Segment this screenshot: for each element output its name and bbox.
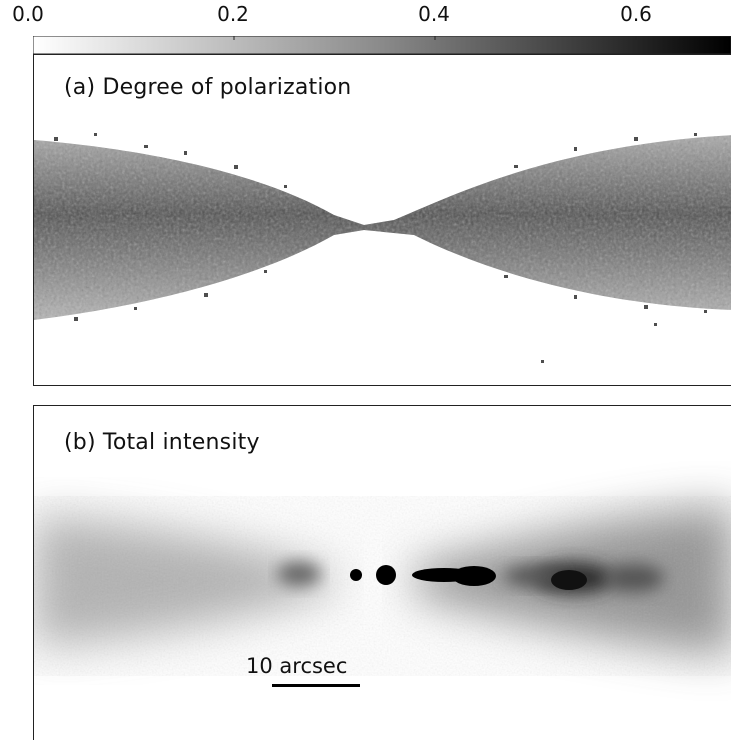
- scale-bar-label: 10 arcsec: [246, 654, 348, 678]
- panel-b-title: (b) Total intensity: [64, 430, 260, 455]
- intensity-panel: (b) Total intensity 10 arcsec: [33, 405, 731, 740]
- polarization-panel: (a) Degree of polarization: [33, 54, 731, 386]
- colorbar-tick-3: 0.6: [620, 2, 652, 26]
- colorbar: [33, 36, 731, 54]
- scale-bar: [272, 684, 360, 687]
- colorbar-tick-0: 0.0: [12, 2, 44, 26]
- colorbar-tick-2: 0.4: [418, 2, 450, 26]
- colorbar-tick-1: 0.2: [217, 2, 249, 26]
- panel-a-title: (a) Degree of polarization: [64, 75, 352, 100]
- intensity-map: [34, 496, 731, 676]
- polarization-map: [34, 133, 731, 363]
